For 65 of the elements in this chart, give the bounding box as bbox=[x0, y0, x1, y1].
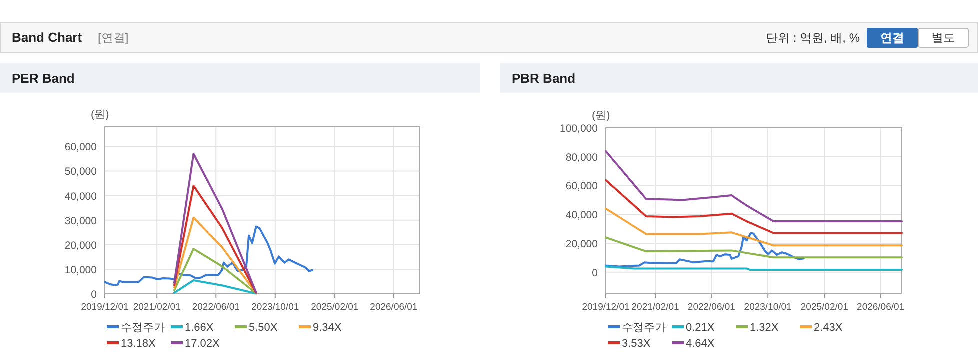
legend-label: 9.34X bbox=[313, 322, 342, 334]
line-series bbox=[605, 208, 903, 247]
line-series bbox=[605, 179, 903, 234]
line-series bbox=[174, 184, 258, 294]
x-tick-label: 2021/02/01 bbox=[632, 302, 680, 313]
line-series bbox=[174, 153, 258, 294]
x-tick-label: 2021/02/01 bbox=[133, 302, 181, 313]
y-tick-label: 60,000 bbox=[64, 142, 98, 154]
legend-item: 9.34X bbox=[299, 322, 342, 334]
y-tick-label: 60,000 bbox=[566, 180, 598, 193]
chart-title: PER Band bbox=[12, 71, 75, 86]
line-series bbox=[174, 248, 258, 295]
y-tick-label: 40,000 bbox=[566, 210, 598, 222]
y-tick-label: 40,000 bbox=[64, 190, 98, 203]
y-axis-title: (원) bbox=[592, 110, 610, 122]
x-tick-label: 2025/02/01 bbox=[311, 302, 359, 313]
legend-item: 1.32X bbox=[736, 322, 779, 334]
line-series bbox=[605, 232, 805, 268]
legend-item: 17.02X bbox=[171, 338, 220, 350]
x-tick-label: 2022/06/01 bbox=[688, 302, 736, 313]
legend-label: 5.50X bbox=[249, 322, 278, 334]
x-tick-label: 2019/12/01 bbox=[81, 302, 129, 313]
legend-label: 1.66X bbox=[185, 322, 214, 334]
y-axis-title: (원) bbox=[91, 109, 110, 121]
x-tick-label: 2022/06/01 bbox=[192, 302, 240, 313]
legend-label: 13.18X bbox=[121, 338, 157, 350]
x-tick-label: 2026/06/01 bbox=[857, 302, 905, 313]
x-tick-label: 2023/10/01 bbox=[744, 302, 792, 313]
legend-item: 수정주가 bbox=[107, 322, 165, 334]
chart-title: PBR Band bbox=[512, 71, 576, 86]
page-header: Band Chart [연결] 단위 : 억원, 배, % 연결 별도 bbox=[0, 22, 978, 53]
y-tick-label: 0 bbox=[592, 267, 598, 280]
y-tick-label: 0 bbox=[91, 289, 98, 301]
line-series bbox=[174, 279, 258, 295]
legend-item: 3.53X bbox=[608, 338, 651, 350]
y-tick-label: 80,000 bbox=[566, 152, 598, 164]
x-tick-label: 2019/12/01 bbox=[582, 302, 630, 313]
y-tick-label: 20,000 bbox=[566, 238, 598, 250]
legend-label: 4.64X bbox=[686, 338, 716, 350]
line-series bbox=[104, 226, 314, 286]
legend-label: 0.21X bbox=[686, 322, 716, 334]
x-tick-label: 2025/02/01 bbox=[800, 302, 848, 313]
legend-item: 4.64X bbox=[672, 338, 715, 350]
y-tick-label: 10,000 bbox=[64, 264, 98, 276]
legend-label: 2.43X bbox=[814, 322, 844, 334]
legend-label: 수정주가 bbox=[121, 322, 165, 334]
legend-label: 3.53X bbox=[622, 338, 652, 350]
x-tick-label: 2026/06/01 bbox=[370, 302, 418, 313]
line-series bbox=[605, 150, 903, 223]
x-tick-label: 2023/10/01 bbox=[252, 302, 300, 313]
legend-label: 수정주가 bbox=[622, 322, 666, 334]
legend-item: 13.18X bbox=[107, 338, 156, 350]
legend-label: 17.02X bbox=[185, 338, 221, 350]
y-tick-label: 100,000 bbox=[560, 123, 598, 135]
legend-item: 수정주가 bbox=[608, 322, 666, 334]
legend-item: 1.66X bbox=[171, 322, 214, 334]
y-tick-label: 20,000 bbox=[64, 240, 98, 252]
line-series bbox=[605, 236, 903, 259]
legend-item: 0.21X bbox=[672, 322, 715, 334]
legend-label: 1.32X bbox=[750, 322, 780, 334]
y-tick-label: 50,000 bbox=[64, 166, 98, 178]
legend-item: 2.43X bbox=[800, 322, 843, 334]
legend-item: 5.50X bbox=[235, 322, 278, 334]
line-series bbox=[174, 216, 258, 294]
y-tick-label: 30,000 bbox=[64, 215, 98, 228]
